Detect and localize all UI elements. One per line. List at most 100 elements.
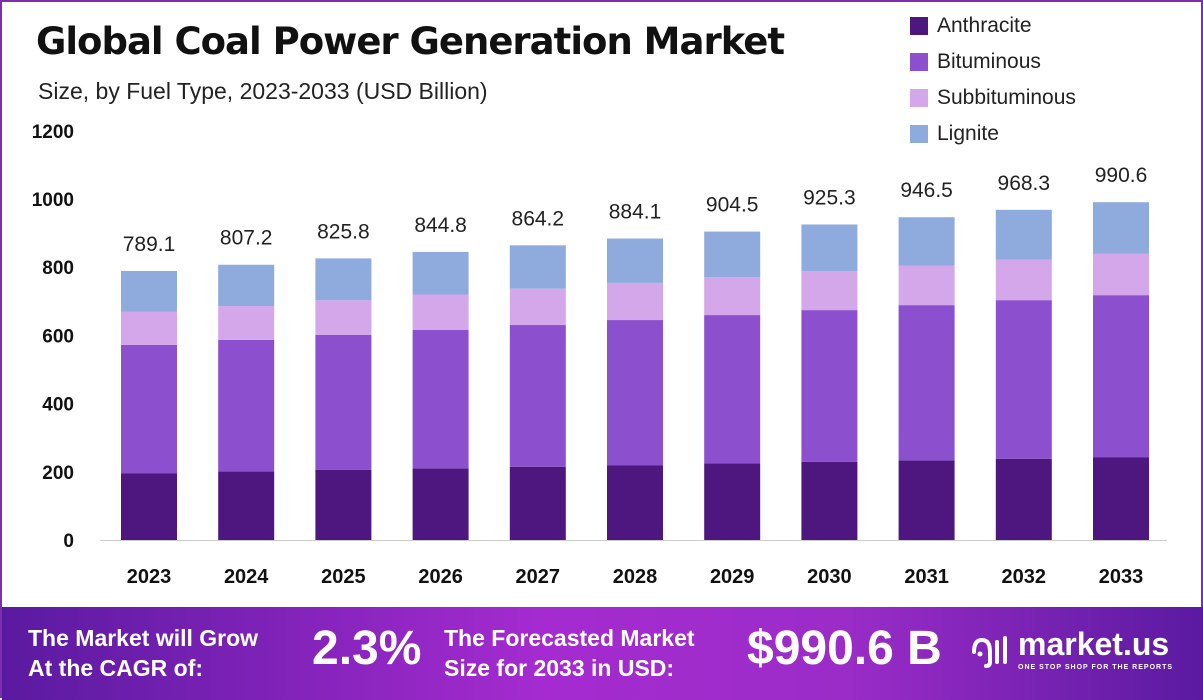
total-label: 807.2	[220, 227, 273, 250]
bar-segment-subbituminous	[1093, 253, 1149, 296]
bar-segment-bituminous	[218, 339, 275, 472]
total-label: 844.8	[414, 214, 467, 237]
bar-segment-anthracite	[218, 471, 275, 540]
forecast-label-line1: The Forecasted Market	[444, 625, 695, 651]
x-tick-label: 2031	[904, 566, 949, 588]
bar-segment-subbituminous	[412, 294, 469, 331]
bar-segment-subbituminous	[898, 265, 955, 306]
total-label: 825.8	[317, 220, 370, 243]
cagr-label-line1: The Market will Grow	[28, 625, 259, 651]
total-label: 946.5	[900, 179, 953, 202]
legend-label: Anthracite	[937, 14, 1032, 37]
bar-segment-bituminous	[704, 315, 761, 464]
x-tick-label: 2025	[321, 566, 366, 588]
total-label: 864.2	[512, 207, 565, 230]
bar-segment-lignite	[509, 245, 566, 289]
y-tick-label: 600	[42, 326, 74, 347]
bar-segment-subbituminous	[607, 282, 663, 321]
bar-segment-bituminous	[315, 334, 372, 470]
x-tick-label: 2027	[516, 566, 561, 588]
bar-segment-anthracite	[315, 469, 372, 540]
chart-title: Global Coal Power Generation Market	[36, 20, 785, 63]
x-tick-label: 2023	[127, 566, 172, 588]
bar-segment-bituminous	[801, 310, 858, 462]
total-label: 925.3	[803, 186, 856, 209]
x-tick-label: 2033	[1099, 566, 1144, 588]
legend-item-anthracite: Anthracite	[910, 8, 1076, 44]
cagr-value: 2.3%	[312, 622, 422, 675]
legend-item-bituminous: Bituminous	[910, 44, 1076, 80]
bar-segment-bituminous	[121, 344, 177, 474]
bar-segment-bituminous	[995, 300, 1052, 459]
chart-subtitle: Size, by Fuel Type, 2023-2033 (USD Billi…	[38, 78, 488, 104]
forecast-value: $990.6 B	[747, 622, 942, 675]
x-tick-label: 2028	[613, 566, 658, 588]
total-label: 789.1	[123, 233, 176, 256]
legend-label: Lignite	[937, 122, 999, 145]
bar-segment-lignite	[121, 270, 177, 312]
total-label: 990.6	[1095, 164, 1148, 187]
x-tick-label: 2029	[710, 566, 755, 588]
x-tick-label: 2032	[1002, 566, 1047, 588]
bar-segment-lignite	[704, 231, 761, 278]
bar-segment-lignite	[315, 258, 372, 301]
legend-swatch	[910, 125, 928, 143]
legend-swatch	[910, 89, 928, 107]
bar-segment-bituminous	[412, 330, 469, 469]
legend-swatch	[910, 17, 928, 35]
bar-segment-anthracite	[121, 473, 177, 540]
bar-segment-subbituminous	[704, 277, 761, 316]
x-tick-label: 2026	[418, 566, 463, 588]
logo-icon	[972, 635, 1007, 668]
bar-segment-subbituminous	[995, 259, 1052, 301]
forecast-label: The Forecasted Market Size for 2033 in US…	[444, 623, 695, 683]
legend-item-lignite: Lignite	[910, 116, 1076, 152]
bar-segment-anthracite	[801, 461, 858, 540]
bar-segment-lignite	[412, 251, 469, 295]
bar-segment-lignite	[995, 209, 1052, 260]
bar-segment-lignite	[1093, 202, 1149, 254]
y-tick-label: 1000	[32, 190, 74, 211]
y-tick-label: 1200	[32, 122, 74, 143]
legend: Anthracite Bituminous Subbituminous Lign…	[910, 8, 1076, 152]
y-tick-label: 400	[42, 395, 74, 416]
x-tick-label: 2024	[224, 566, 269, 588]
bar-segment-anthracite	[607, 465, 663, 540]
bar-segment-anthracite	[509, 466, 566, 540]
bar-segment-bituminous	[898, 305, 955, 461]
bar-segment-subbituminous	[218, 306, 275, 340]
legend-item-subbituminous: Subbituminous	[910, 80, 1076, 116]
total-label: 904.5	[706, 194, 759, 217]
y-tick-label: 200	[42, 463, 74, 484]
bar-segment-bituminous	[607, 320, 663, 466]
legend-label: Subbituminous	[937, 86, 1076, 109]
bar-segment-subbituminous	[509, 288, 566, 326]
y-tick-label: 800	[42, 258, 74, 279]
bar-segment-subbituminous	[121, 311, 177, 345]
bar-segment-anthracite	[1093, 457, 1149, 540]
bar-segment-subbituminous	[315, 300, 372, 335]
legend-label: Bituminous	[937, 50, 1041, 73]
bar-segment-lignite	[607, 238, 663, 283]
total-label: 968.3	[998, 172, 1051, 195]
bar-segment-lignite	[218, 264, 275, 307]
x-tick-label: 2030	[807, 566, 852, 588]
bar-segment-bituminous	[509, 325, 566, 467]
bar-segment-anthracite	[898, 460, 955, 540]
bar-segment-subbituminous	[801, 271, 858, 311]
footer-banner: The Market will Grow At the CAGR of: 2.3%…	[2, 607, 1203, 700]
bar-segment-anthracite	[412, 468, 469, 540]
legend-swatch	[910, 53, 928, 71]
bar-segment-bituminous	[1093, 295, 1149, 458]
cagr-label-line2: At the CAGR of:	[28, 655, 204, 681]
brand-tagline: ONE STOP SHOP FOR THE REPORTS	[1018, 664, 1174, 671]
bar-segment-anthracite	[995, 458, 1052, 540]
brand-logo: market.us ONE STOP SHOP FOR THE REPORTS	[970, 627, 1173, 672]
total-label: 884.1	[609, 201, 662, 224]
bar-segment-lignite	[898, 217, 955, 266]
cagr-label: The Market will Grow At the CAGR of:	[28, 623, 258, 683]
bar-chart: 0 200 400 600 800 1000 1200 789.1 2023 807.2 2024 8…	[32, 122, 1167, 588]
bar-segment-anthracite	[704, 463, 761, 540]
brand-name: market.us	[1018, 626, 1170, 662]
y-tick-label: 0	[63, 531, 74, 552]
